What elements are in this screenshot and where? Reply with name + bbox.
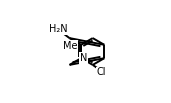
Text: Cl: Cl bbox=[96, 67, 106, 77]
Text: N: N bbox=[80, 53, 87, 63]
Text: H₂N: H₂N bbox=[49, 24, 68, 34]
Text: Me: Me bbox=[63, 41, 77, 51]
